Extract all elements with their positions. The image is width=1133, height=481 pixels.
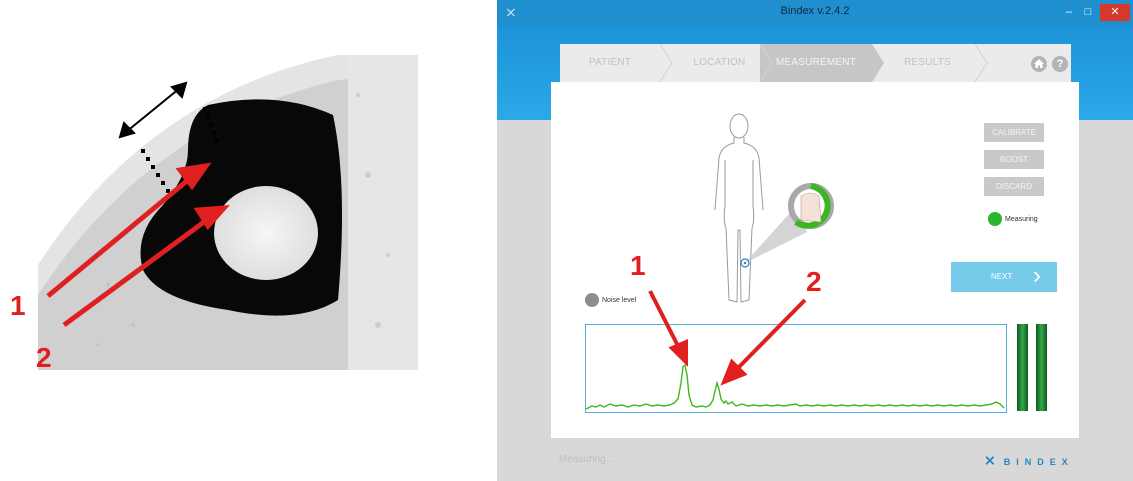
noise-level-label: Noise level — [602, 297, 636, 304]
window-title: Bindex v.2.4.2 — [497, 5, 1133, 17]
signal-level-bar-1 — [1017, 324, 1028, 411]
close-button[interactable]: ✕ — [1100, 4, 1130, 21]
app-window: ⨯ Bindex v.2.4.2 – □ ✕ PATIENT LOCATION … — [497, 0, 1133, 481]
step-navigation: PATIENT LOCATION MEASUREMENT RESULTS ? — [560, 44, 1071, 82]
signal-plot — [585, 324, 1007, 413]
chevron-right-icon: › — [1033, 262, 1041, 290]
measuring-label: Measuring — [1005, 216, 1038, 223]
next-label: NEXT — [991, 262, 1012, 292]
boost-button[interactable]: BOOST — [984, 150, 1044, 169]
status-footer-text: Measuring... — [559, 454, 614, 465]
bindex-logo-icon: ⨯ — [984, 452, 996, 468]
bindex-logo: ⨯ BINDEX — [984, 452, 1074, 469]
maximize-button[interactable]: □ — [1079, 4, 1097, 21]
figure-label-1: 1 — [10, 292, 26, 320]
peak-label-1: 1 — [630, 252, 646, 280]
signal-trace — [586, 325, 1006, 412]
body-location-diagram — [701, 110, 861, 310]
home-icon[interactable] — [1031, 56, 1047, 72]
peak-label-2: 2 — [806, 268, 822, 296]
calibrate-button[interactable]: CALIBRATE — [984, 123, 1044, 142]
help-icon[interactable]: ? — [1052, 56, 1068, 72]
measuring-indicator-icon — [988, 212, 1002, 226]
bone-cross-section-image — [38, 55, 418, 370]
figure-label-2: 2 — [36, 344, 52, 372]
step-chevron-separators — [560, 44, 1071, 82]
next-button[interactable]: NEXT › — [951, 262, 1057, 292]
noise-level-indicator-icon — [585, 293, 599, 307]
discard-button[interactable]: DISCARD — [984, 177, 1044, 196]
bindex-logo-text: BINDEX — [1004, 457, 1074, 467]
minimize-button[interactable]: – — [1060, 4, 1078, 21]
signal-level-bar-2 — [1036, 324, 1047, 411]
title-bar: ⨯ Bindex v.2.4.2 – □ ✕ — [497, 0, 1133, 26]
